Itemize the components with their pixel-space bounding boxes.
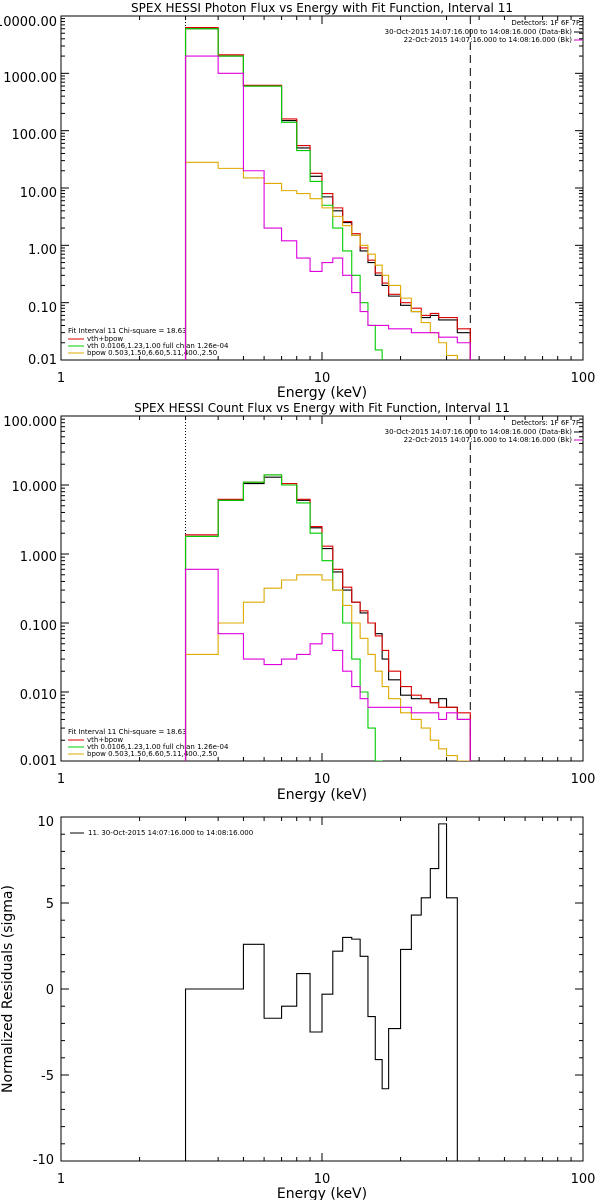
panel3-ytick: -10	[33, 1153, 54, 1168]
series-line-vth	[184, 474, 383, 761]
panel2-legend-item: vth 0.0106,1.23,1.00 full chian 1.26e-04	[87, 743, 229, 751]
panel1-header-line2: 22-Oct-2015 14:07:16.000 to 14:08:16.000…	[404, 36, 573, 44]
panel1-ytick: 1000.00	[3, 71, 57, 86]
panel1-ytick: 1.00	[28, 243, 57, 258]
panel2-ytick: 0.010	[20, 688, 57, 703]
series-line-vth	[184, 28, 383, 360]
panel2-xlabel: Energy (keV)	[277, 787, 367, 803]
panel1-ytick: 10.00	[20, 186, 57, 201]
panel3-xtick: 100	[571, 1172, 596, 1187]
series-line-data-bk	[184, 476, 471, 761]
panel1-legend-item: vth 0.0106,1.23,1.00 full chian 1.26e-04	[87, 342, 229, 350]
panel2-legend-item: bpow 0.503,1.50,6.60,5.11,400.,2.50	[87, 750, 217, 758]
panel3-legend-text: 11. 30-Oct-2015 14:07:16.000 to 14:08:16…	[88, 829, 253, 837]
panel2-header-line2: 22-Oct-2015 14:07:16.000 to 14:08:16.000…	[404, 436, 573, 444]
panel1-ytick: 10000.00	[0, 15, 57, 30]
panel2-ytick: 1.000	[20, 550, 57, 565]
panel3-xtick: 1	[57, 1172, 65, 1187]
panel1-xlabel: Energy (keV)	[277, 385, 367, 401]
panel1-legend-header: Fit Interval 11 Chi-square = 18.63	[68, 327, 187, 335]
panel2-xtick: 100	[571, 772, 596, 787]
panel2-ytick: 10.000	[12, 480, 58, 495]
panel3-xlabel: Energy (keV)	[277, 1186, 367, 1200]
series-line-bk	[184, 55, 471, 360]
panel1-plot-area	[60, 15, 584, 361]
panel1-header-line1: 30-Oct-2015 14:07:16.000 to 14:08:16.000…	[385, 28, 573, 36]
panel2-ytick: 100.000	[3, 415, 57, 430]
series-line-bpow	[184, 161, 458, 360]
count-flux-panel: SPEX HESSI Count Flux vs Energy with Fit…	[3, 401, 595, 803]
series-line-bpow	[184, 574, 471, 761]
panel2-title: SPEX HESSI Count Flux vs Energy with Fit…	[134, 401, 510, 415]
panel3-ytick: 5	[46, 897, 54, 912]
panel1-title: SPEX HESSI Photon Flux vs Energy with Fi…	[131, 1, 513, 15]
panel3-ytick: 10	[37, 815, 54, 830]
panel1-legend-item: bpow 0.503,1.50,6.60,5.11,400.,2.50	[87, 349, 217, 357]
panel2-legend-item: vth+bpow	[87, 736, 123, 744]
series-line-vth-bpow	[184, 474, 471, 761]
series-line-vth-bpow	[184, 26, 471, 360]
panel3-ytick: 0	[46, 983, 54, 998]
series-line-bk	[184, 568, 471, 761]
panel1-ytick: 0.10	[28, 301, 57, 316]
residuals-panel: 10 5 0 -5 -10 1 10 100 Energy (keV) Norm…	[0, 815, 595, 1200]
panel1-xtick: 100	[571, 371, 596, 386]
panel1-xtick: 10	[314, 371, 331, 386]
panel2-detectors: Detectors: 1F 6F 7F	[511, 419, 580, 427]
panel1-detectors: Detectors: 1F 6F 7F	[511, 19, 580, 27]
panel3-xtick: 10	[314, 1172, 331, 1187]
panel1-ytick: 0.01	[28, 353, 57, 368]
panel3-plot-area	[60, 816, 584, 1162]
panel2-frame	[60, 415, 584, 762]
panel1-legend-item: vth+bpow	[87, 335, 123, 343]
panel2-legend-header: Fit Interval 11 Chi-square = 18.63	[68, 728, 187, 736]
panel1-xtick: 1	[57, 371, 65, 386]
series-line-data-bk	[184, 28, 471, 360]
panel3-ylabel: Normalized Residuals (sigma)	[0, 885, 16, 1093]
panel2-xtick: 1	[57, 772, 65, 787]
panel2-plot-area	[60, 415, 584, 762]
panel2-xtick: 10	[314, 772, 331, 787]
panel2-ytick: 0.100	[20, 619, 57, 634]
series-line-residuals	[184, 823, 458, 1161]
panel1-ytick: 100.00	[12, 128, 58, 143]
panel3-ytick: -5	[41, 1069, 54, 1084]
panel2-header-line1: 30-Oct-2015 14:07:16.000 to 14:08:16.000…	[385, 428, 573, 436]
panel2-ytick: 0.001	[20, 754, 57, 769]
panel3-frame	[60, 816, 584, 1162]
photon-flux-panel: SPEX HESSI Photon Flux vs Energy with Fi…	[0, 1, 595, 401]
